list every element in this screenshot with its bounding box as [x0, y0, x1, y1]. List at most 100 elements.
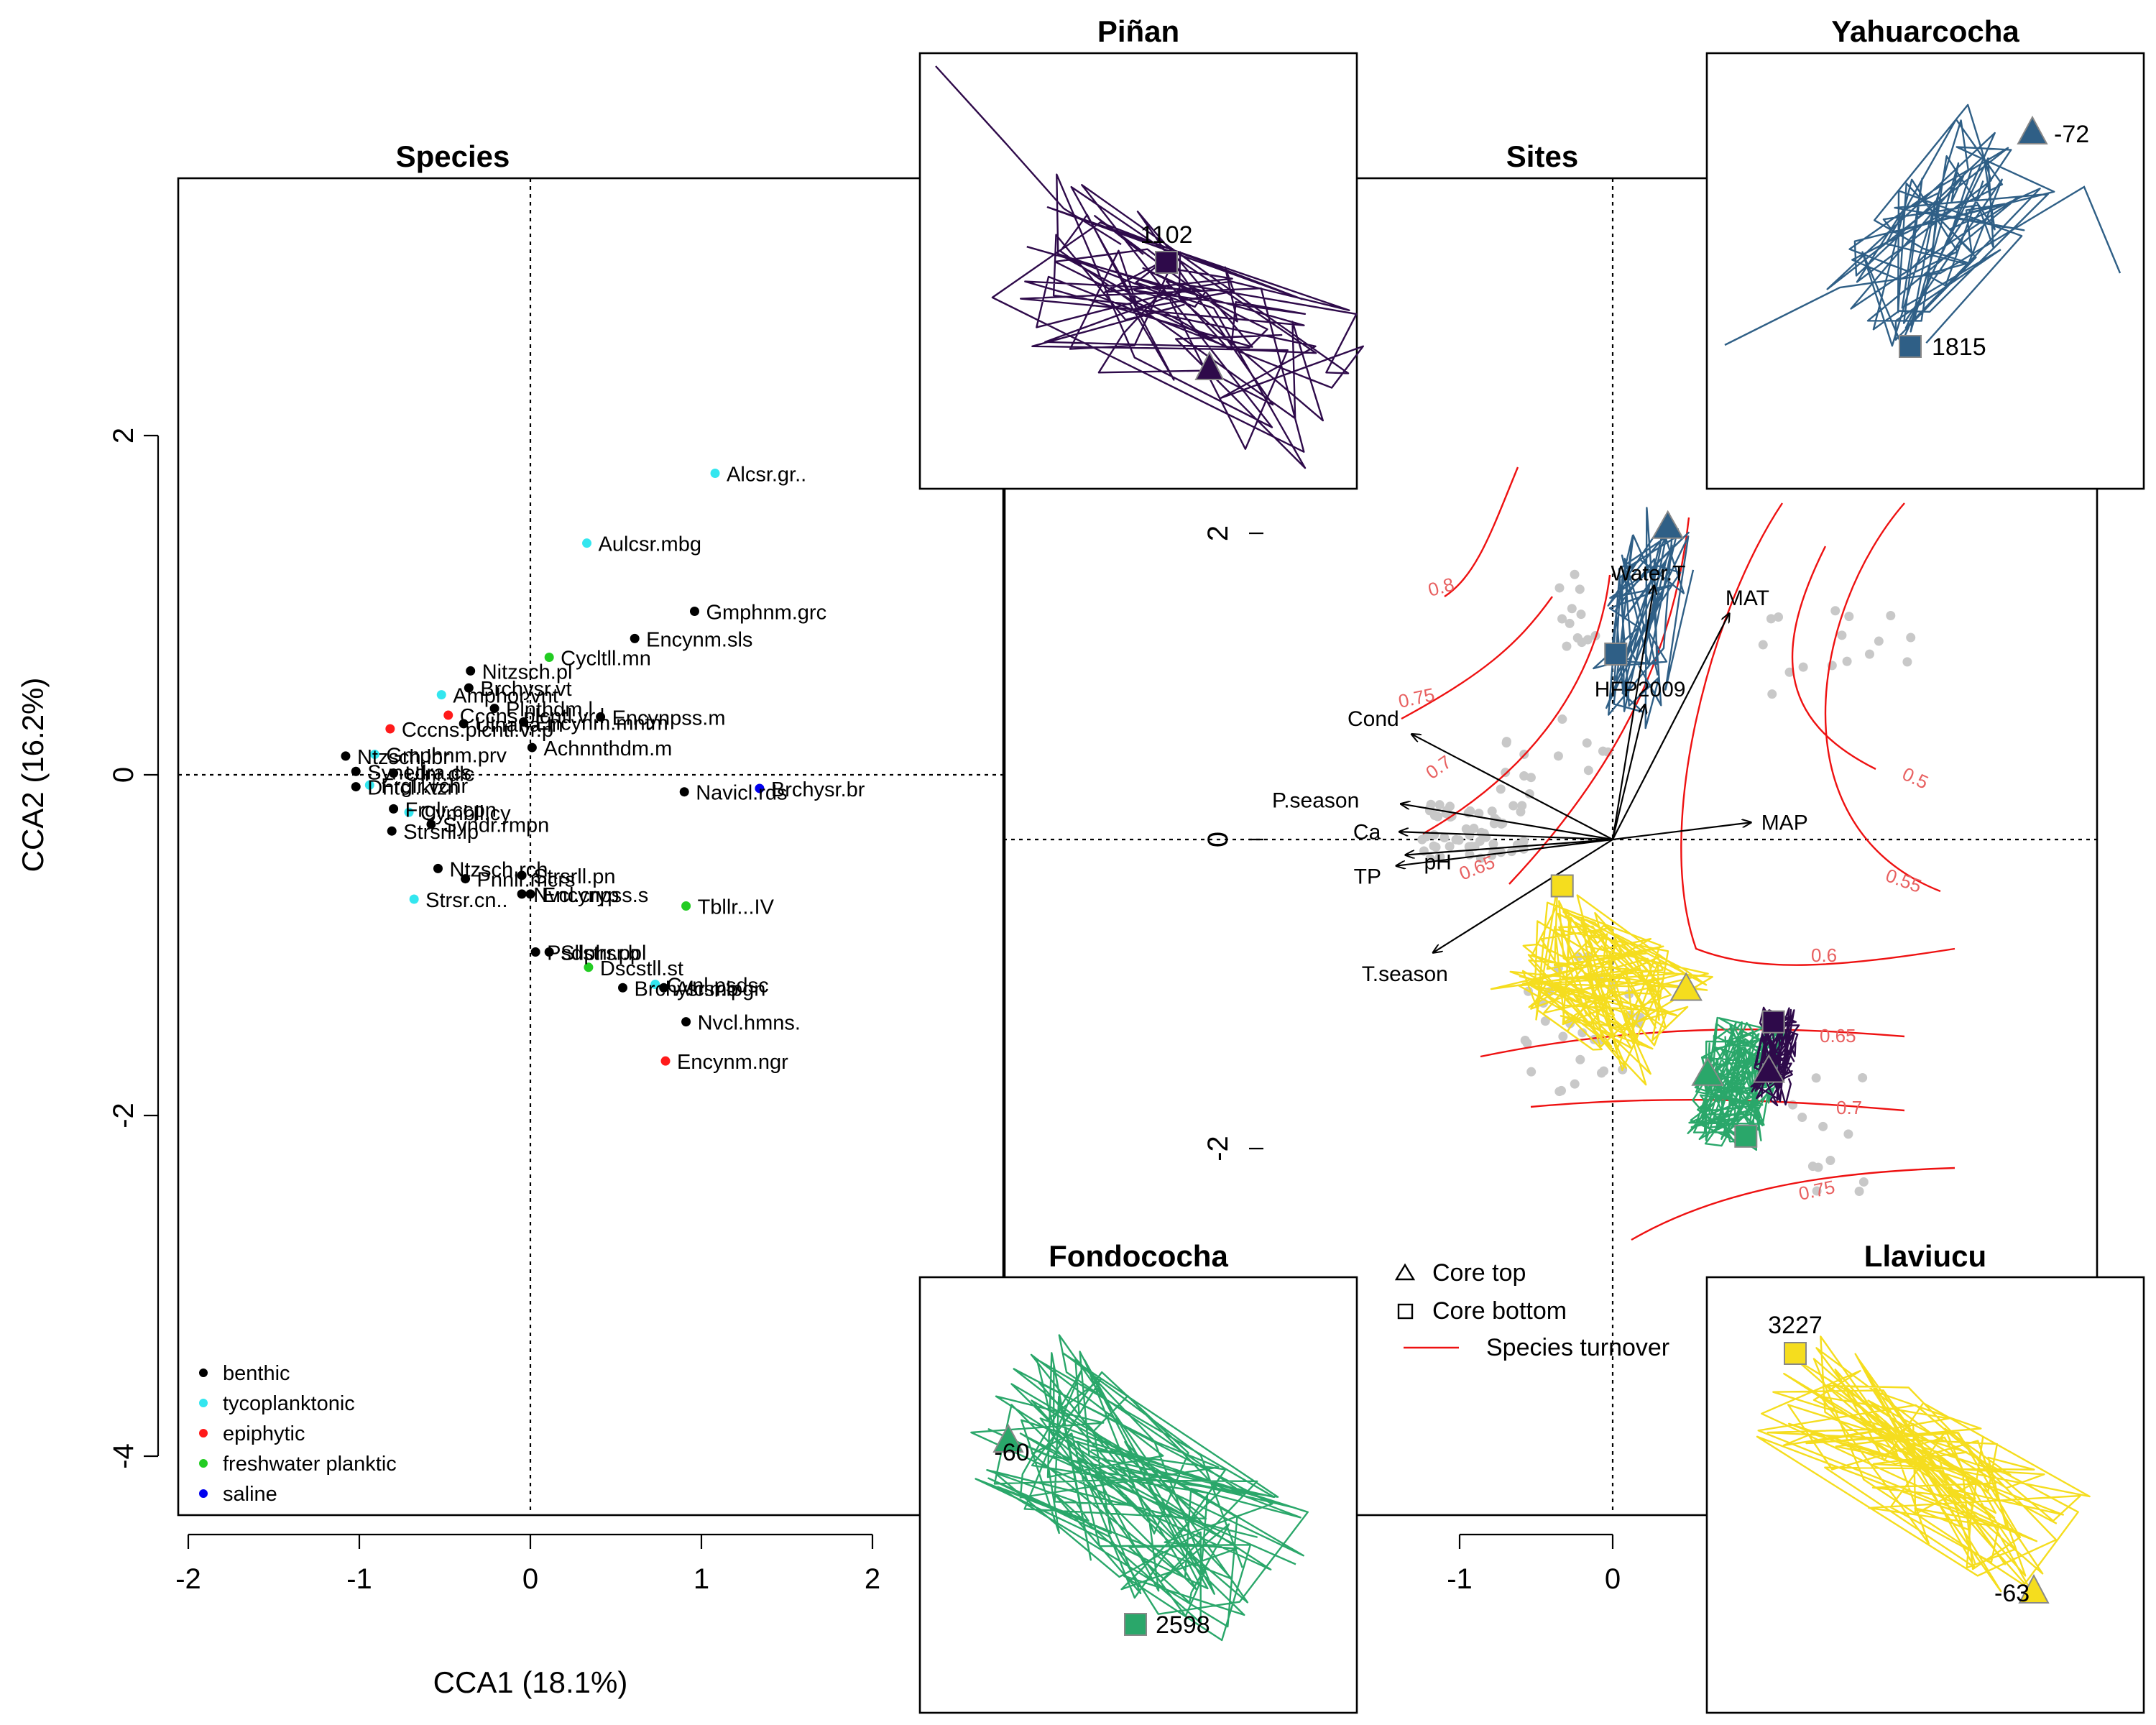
contour-label: 0.55 [1883, 864, 1925, 897]
pinan-inset-trajectory [935, 65, 1122, 246]
inset-title: Piñan [1097, 14, 1179, 48]
turnover-contour [1422, 574, 1611, 835]
species-point [459, 719, 469, 729]
species-point [387, 826, 397, 836]
species-label: Alcsr.lpgn [676, 978, 766, 1000]
sites-plot-frame [1002, 177, 2099, 1517]
site-sample-point [1526, 1067, 1537, 1077]
species-point [525, 889, 535, 899]
turnover-contours: 0.8 0.75 0.7 0.65 0.5 0.55 0.6 0.65 0.7 … [1396, 466, 1955, 1241]
env-vector-label: T.season [1362, 962, 1448, 986]
legend-swatch-tycoplanktonic [199, 1399, 208, 1407]
species-x-axis-title: CCA1 (18.1%) [433, 1665, 628, 1699]
species-label: Syndr.rmpn [443, 814, 549, 837]
site-sample-point [1576, 610, 1586, 620]
species-label: Encynm.sls [646, 628, 752, 651]
site-sample-point [1572, 633, 1583, 643]
species-label: Encynm.mntm [535, 712, 668, 735]
legend-label: tycoplanktonic [223, 1392, 355, 1415]
core-bottom-age: 2598 [1156, 1611, 1210, 1639]
core-top-marker [1651, 510, 1685, 539]
inset-trajectory [1756, 1335, 2091, 1593]
legend-swatch-saline [199, 1489, 208, 1498]
species-point [544, 652, 554, 662]
species-label: Cycltll.mn [561, 647, 651, 670]
y-tick-label: -2 [1202, 1136, 1234, 1162]
species-point [341, 751, 351, 761]
species-y-axis-title: CCA2 (16.2%) [16, 678, 50, 873]
species-label: Ulnaria.ln [475, 714, 563, 737]
site-sample-point [1557, 714, 1567, 724]
species-point [433, 863, 443, 873]
core-bottom-age: 1102 [1140, 221, 1192, 249]
species-label: Cvnl.psdsc [667, 975, 769, 998]
site-sample-point [1553, 751, 1563, 761]
env-vector-arrow [1611, 705, 1645, 840]
site-sample-point [1583, 635, 1593, 645]
core-top-age: -63 [1994, 1580, 2030, 1607]
inset-fondococha: Fondococha -60 2598 [918, 1239, 1358, 1714]
legend-swatch-epiphytic [199, 1429, 208, 1438]
fondococha-inset-trajectory [970, 1334, 1309, 1642]
species-point [518, 717, 528, 727]
contour-label: 0.7 [1422, 751, 1455, 783]
site-sample-point [1906, 632, 1916, 643]
x-tick-label: -1 [1447, 1563, 1473, 1595]
species-point [596, 712, 606, 722]
species-label: Dscstll.st [600, 957, 683, 980]
legend-label: freshwater planktic [223, 1453, 397, 1476]
site-sample-point [1858, 1177, 1869, 1187]
yahuarcocha-inset-trajectory [1724, 185, 2122, 346]
species-label: Plnthdm.l [506, 699, 593, 722]
species-label: Frglr.ccpn [405, 799, 497, 822]
site-sample-point [1575, 1054, 1585, 1064]
llaviucu-inset-trajectory [1756, 1335, 2091, 1593]
species-point [385, 724, 395, 734]
species-point [710, 469, 720, 479]
species-point [461, 874, 471, 884]
core-bottom-marker [1550, 874, 1574, 898]
site-sample-point [1837, 630, 1847, 640]
site-sample-cloud [1417, 569, 1916, 1197]
species-label: Ntzsch.lbr [357, 746, 450, 769]
inset-trajectory [1724, 104, 2122, 347]
site-sample-point [1565, 618, 1575, 628]
env-vector-arrow [1406, 838, 1613, 855]
legend-label: Core top [1432, 1259, 1526, 1287]
env-vector-arrow [1400, 832, 1613, 841]
species-point [436, 690, 446, 700]
site-sample-point [1501, 738, 1511, 748]
x-tick-label: 0 [522, 1563, 538, 1595]
contour-label: 0.75 [1396, 684, 1437, 712]
y-tick-label: 2 [108, 428, 139, 443]
site-sample-point [1758, 640, 1768, 650]
site-sample-point [1429, 811, 1439, 821]
env-vector-arrow [1612, 822, 1751, 841]
species-label: Aulcsr.mbg [599, 533, 701, 556]
core-bottom-legend-icon [1397, 1303, 1414, 1320]
legend-label: saline [223, 1483, 277, 1506]
species-point [351, 766, 361, 776]
species-point [404, 807, 414, 817]
site-sample-point [1520, 1035, 1530, 1045]
site-sample-point [1830, 606, 1841, 616]
pinan-inset-trajectory [991, 173, 1365, 469]
core-markers [1550, 510, 1785, 1148]
site-sample-point [1562, 641, 1572, 651]
turnover-contour [1444, 466, 1519, 597]
sites-legend: Core top Core bottom Species turnover [1394, 1259, 1669, 1361]
site-sample-point [1501, 768, 1511, 778]
core-top-legend-icon [1394, 1263, 1416, 1281]
x-tick-label: -2 [175, 1563, 201, 1595]
inset-pinan: Piñan 1102 [918, 14, 1365, 490]
species-point [517, 870, 527, 880]
species-label: Pnnlr.mcrs [477, 869, 576, 892]
env-vector-arrow [1397, 838, 1613, 866]
inset-yahuarcocha: Yahuarcocha -72 1815 [1705, 14, 2145, 490]
y-tick-label: -2 [108, 1103, 139, 1128]
env-vector-label: MAP [1761, 811, 1808, 834]
site-sample-point [1854, 1187, 1864, 1197]
site-sample-point [1570, 569, 1580, 579]
inset-title: Fondococha [1049, 1239, 1228, 1273]
y-tick-label: 0 [108, 767, 139, 783]
